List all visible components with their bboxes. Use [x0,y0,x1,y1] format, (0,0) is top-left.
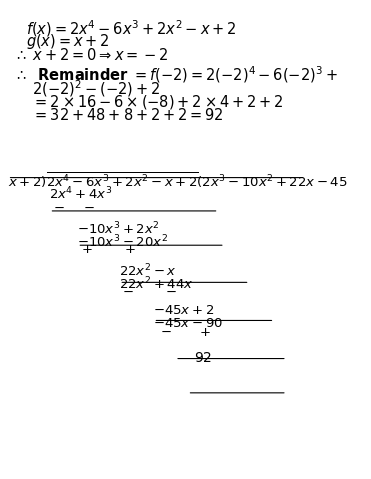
Text: $g(x) = x + 2$: $g(x) = x + 2$ [26,33,110,51]
Text: $= 32 + 48 + 8 + 2 + 2 = 92$: $= 32 + 48 + 8 + 2 + 2 = 92$ [32,107,224,123]
Text: $-45x+2$: $-45x+2$ [154,304,214,317]
Text: $\therefore\; x + 2 = 0 \Rightarrow x = -2$: $\therefore\; x + 2 = 0 \Rightarrow x = … [14,46,168,63]
Text: $-45x-90$: $-45x-90$ [154,317,223,330]
Text: $-\quad\quad\;-$: $-\quad\quad\;-$ [122,285,177,298]
Text: $2(-2)^2 - (-2) + 2$: $2(-2)^2 - (-2) + 2$ [32,79,161,99]
Text: $2x^4+4x^3$: $2x^4+4x^3$ [49,186,113,202]
Text: $\therefore\;$ $\mathbf{Remainder}$ $= f(-2) = 2(-2)^4 - 6(-2)^3 +$: $\therefore\;$ $\mathbf{Remainder}$ $= f… [14,64,338,85]
Text: $22x^2-x$: $22x^2-x$ [119,262,177,279]
Text: $-10x^3+2x^2$: $-10x^3+2x^2$ [78,220,160,237]
Text: $= 2 \times 16 - 6 \times (-8) + 2 \times 4 + 2 + 2$: $= 2 \times 16 - 6 \times (-8) + 2 \time… [32,93,284,111]
Text: $+\quad\quad\;+$: $+\quad\quad\;+$ [81,243,135,256]
Text: $x+2)\overline{2x^4-6x^3+2x^2-x+2}(2x^3-10x^2+22x-45$: $x+2)\overline{2x^4-6x^3+2x^2-x+2}(2x^3-… [7,171,347,190]
Text: $-10x^3-20x^2$: $-10x^3-20x^2$ [78,233,168,250]
Text: $22x^2+44x$: $22x^2+44x$ [119,275,194,292]
Text: $f(x) = 2x^4 - 6x^3 + 2x^2 - x + 2$: $f(x) = 2x^4 - 6x^3 + 2x^2 - x + 2$ [26,18,237,39]
Text: $-\quad\;-$: $-\quad\;-$ [53,201,95,215]
Text: $-\quad\quad+$: $-\quad\quad+$ [160,326,211,339]
Text: $92$: $92$ [194,352,212,365]
